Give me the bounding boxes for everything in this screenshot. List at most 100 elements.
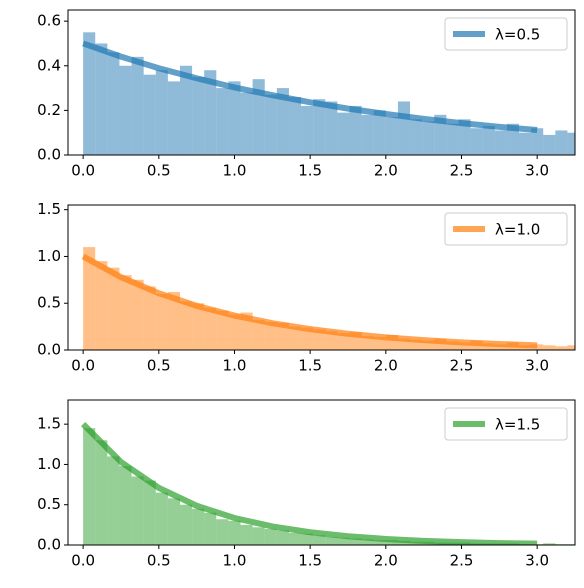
hist-bar [131,279,144,350]
hist-bar [228,314,241,350]
hist-bar [264,528,277,545]
hist-bar [204,512,217,545]
subplot: 0.0 0.5 1.0 1.5 2.0 2.5 3.0 0.0 0.5 1.0 1.5 λ=1.5 [37,399,576,570]
hist-bar [373,336,386,350]
hist-bar [325,331,338,350]
y-tick-label: 0.5 [37,495,61,513]
hist-bar [179,65,193,155]
hist-bar [373,110,386,155]
x-tick-label: 1.0 [223,162,247,180]
x-tick-label: 2.5 [450,162,474,180]
legend-box [444,17,568,51]
hist-bar [482,343,495,350]
pdf-line [81,422,538,545]
hist-bar [288,532,302,545]
hist-bar [288,97,302,155]
y-tick-label: 0.5 [37,294,61,312]
hist-bar [531,128,544,155]
hist-bar [397,540,411,545]
y-tick-label: 0.6 [37,12,61,30]
hist-bar [119,275,132,350]
plot-area [81,422,575,545]
hist-bar [240,312,253,350]
y-tick-label: 0.0 [37,536,61,554]
plot-area [82,32,575,155]
hist-bar [83,32,96,155]
x-tick-label: 0.0 [71,162,95,180]
hist-bar [543,543,556,545]
hist-bar [167,81,180,155]
legend-label: λ=0.5 [495,26,540,44]
pdf-line [81,253,538,349]
y-tick-label: 1.0 [37,455,61,473]
hist-bar [567,345,575,350]
x-tick-label: 2.0 [374,357,398,375]
hist-bar [107,456,120,545]
hist-bar [337,537,350,545]
hist-bar [228,81,241,155]
hist-bar [179,301,193,350]
hist-bar [252,527,265,545]
hist-bar [143,480,156,545]
x-tick-label: 1.5 [298,357,322,375]
hist-bar [494,130,507,155]
legend-label: λ=1.5 [495,416,540,434]
hist-bar [264,94,277,155]
hist-bar [458,342,471,350]
hist-bar [167,498,180,545]
x-tick-label: 2.0 [374,162,398,180]
x-tick-label: 0.5 [147,162,171,180]
hist-bar [313,99,326,155]
hist-bar [95,261,108,350]
hist-bar [337,333,350,350]
subplot: 0.0 0.5 1.0 1.5 2.0 2.5 3.0 0.0 0.2 0.4 0.6 λ=0.5 [37,9,576,180]
hist-bar [325,101,338,155]
legend-box [444,407,568,441]
hist-bar [519,132,532,155]
hist-bar [143,286,156,350]
pdf-line [82,40,538,134]
hist-bar [83,247,96,350]
subplot: 0.0 0.5 1.0 1.5 2.0 2.5 3.0 0.0 0.5 1.0 1.5 λ=1.0 [37,200,576,375]
hist-bar [397,101,411,155]
x-tick-label: 1.5 [298,162,322,180]
hist-bar [434,338,447,350]
hist-bar [482,126,495,155]
hist-bar [155,293,168,350]
hist-bar [313,535,326,545]
x-tick-label: 1.5 [298,552,322,570]
hist-bar [410,339,423,350]
hist-bar [349,105,362,155]
legend-label: λ=1.0 [495,221,540,239]
hist-bar [107,267,120,350]
axes-frame [67,399,576,546]
y-tick-label: 1.5 [37,200,61,218]
hist-bar [216,88,229,155]
y-tick-label: 1.5 [37,415,61,433]
hist-bar [385,540,398,545]
hist-bar [131,476,144,545]
hist-bar [216,310,229,350]
hist-bar [494,344,507,350]
x-tick-label: 2.5 [450,552,474,570]
hist-bar [252,79,265,155]
hist-bar [155,70,168,155]
hist-bar [143,74,156,155]
hist-bar [434,114,447,155]
y-tick-label: 0.2 [37,101,61,119]
hist-bar [531,344,544,350]
hist-bar [204,307,217,350]
hist-bar [83,428,96,545]
hist-bar [119,65,132,155]
hist-bar [192,508,205,545]
hist-bar [107,52,120,155]
hist-bar [228,520,241,545]
hist-bar [373,540,386,545]
hist-bar [240,524,253,545]
x-tick-label: 0.0 [71,357,95,375]
hist-bar [95,43,108,155]
hist-bar [216,519,229,545]
hist-bar [543,134,556,155]
